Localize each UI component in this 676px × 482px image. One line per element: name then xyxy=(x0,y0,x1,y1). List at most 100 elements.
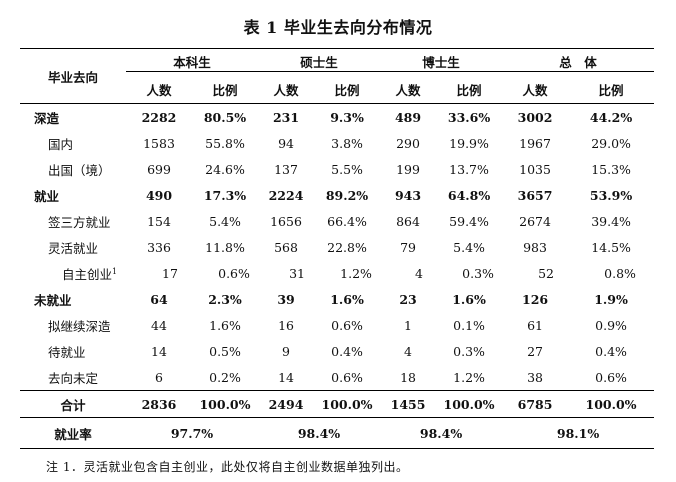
table-cell: 13.7% xyxy=(449,161,489,177)
group-header-overall: 总 体 xyxy=(502,52,655,72)
table-cell: 0.6% xyxy=(595,369,627,385)
table-row: 就业 490 17.3% 2224 89.2% 943 64.8% 3657 53.9% xyxy=(20,182,654,208)
row-label: 灵活就业 xyxy=(20,234,126,260)
row-label: 国内 xyxy=(20,130,126,156)
table-cell: 44 xyxy=(151,317,167,333)
table-cell: 0.3% xyxy=(453,343,485,359)
table-cell: 64 xyxy=(150,291,168,307)
group-header-phd: 博士生 xyxy=(380,52,503,72)
table-cell: 0.4% xyxy=(595,343,627,359)
table-cell: 14 xyxy=(151,343,167,359)
table-cell: 336 xyxy=(147,239,171,255)
rate-undergrad: 97.7% xyxy=(126,417,259,449)
sub-header-ratio: 比例 xyxy=(436,75,503,104)
table-cell: 290 xyxy=(396,135,420,151)
group-header-master: 硕士生 xyxy=(258,52,381,72)
table-cell: 3.8% xyxy=(331,135,363,151)
table-row: 去向未定 6 0.2% 14 0.6% 18 1.2% 38 0.6% xyxy=(20,364,654,391)
table-cell: 17.3% xyxy=(203,187,247,203)
table-cell: 2836 xyxy=(126,390,192,418)
table-cell: 66.4% xyxy=(327,213,367,229)
table-row: 国内 1583 55.8% 94 3.8% 290 19.9% 1967 29.0% xyxy=(20,130,654,156)
table-cell: 699 xyxy=(147,161,171,177)
row-label-text: 国内 xyxy=(48,136,74,152)
table-cell: 5.4% xyxy=(453,239,485,255)
table-row: 深造 2282 80.5% 231 9.3% 489 33.6% 3002 44.2% xyxy=(20,104,654,131)
table-cell: 126 xyxy=(522,291,549,307)
row-label-text: 就业 xyxy=(34,188,60,204)
total-row: 合计 2836 100.0% 2494 100.0% 1455 100.0% 6… xyxy=(20,390,655,418)
table-cell: 44.2% xyxy=(589,109,633,125)
footnote: 注 1．灵活就业包含自主创业，此处仅将自主创业数据单独列出。 xyxy=(46,460,409,474)
rate-phd: 98.4% xyxy=(380,417,503,449)
table-row: 出国（境） 699 24.6% 137 5.5% 199 13.7% 1035 15.3% xyxy=(20,156,654,182)
table-cell: 9.3% xyxy=(330,109,364,125)
row-label: 就业 xyxy=(20,182,126,208)
row-label: 签三方就业 xyxy=(20,208,126,234)
table-cell: 1583 xyxy=(143,135,175,151)
table-cell: 2494 xyxy=(258,390,315,418)
table-cell: 19.9% xyxy=(449,135,489,151)
table-cell: 489 xyxy=(394,109,422,125)
table-cell: 29.0% xyxy=(591,135,631,151)
table-cell: 4 xyxy=(404,343,412,359)
sub-header-count: 人数 xyxy=(258,75,315,104)
table-cell: 1967 xyxy=(519,135,551,151)
row-label: 拟继续深造 xyxy=(20,312,126,338)
row-label-text: 自主创业 xyxy=(62,266,113,282)
row-label: 未就业 xyxy=(20,286,126,312)
table-cell: 2224 xyxy=(268,187,304,203)
table-cell: 1.9% xyxy=(594,291,628,307)
table-cell: 0.6% xyxy=(218,265,250,281)
sub-header-ratio: 比例 xyxy=(314,75,381,104)
row-label-text: 去向未定 xyxy=(48,370,99,386)
table-cell: 89.2% xyxy=(325,187,369,203)
table-cell: 0.9% xyxy=(595,317,627,333)
table-cell: 5.5% xyxy=(331,161,363,177)
table-cell: 39.4% xyxy=(591,213,631,229)
row-header-destination: 毕业去向 xyxy=(20,48,126,104)
table-cell: 1.6% xyxy=(452,291,486,307)
table-cell: 1.2% xyxy=(453,369,485,385)
table-cell: 0.5% xyxy=(209,343,241,359)
table-cell: 2.3% xyxy=(208,291,242,307)
footnote-marker: 1 xyxy=(112,266,118,276)
table-cell: 39 xyxy=(277,291,295,307)
table-cell: 1035 xyxy=(519,161,551,177)
rate-overall: 98.1% xyxy=(502,417,655,449)
table-cell: 15.3% xyxy=(591,161,631,177)
sub-header-ratio: 比例 xyxy=(192,75,259,104)
table-cell: 17 xyxy=(162,265,178,281)
table-cell: 22.8% xyxy=(327,239,367,255)
table-cell: 79 xyxy=(400,239,416,255)
table-cell: 18 xyxy=(400,369,416,385)
table-cell: 6785 xyxy=(502,390,569,418)
table-cell: 11.8% xyxy=(205,239,245,255)
table-cell: 490 xyxy=(145,187,173,203)
table-cell: 1.6% xyxy=(330,291,364,307)
table-cell: 100.0% xyxy=(436,390,503,418)
table-cell: 9 xyxy=(282,343,290,359)
table-cell: 5.4% xyxy=(209,213,241,229)
table-row: 自主创业1 17 0.6% 31 1.2% 4 0.3% 52 0.8% xyxy=(20,260,654,286)
table-cell: 0.3% xyxy=(462,265,494,281)
table-cell: 27 xyxy=(527,343,543,359)
table-cell: 231 xyxy=(272,109,300,125)
table-cell: 943 xyxy=(394,187,422,203)
table-cell: 33.6% xyxy=(447,109,491,125)
table-cell: 4 xyxy=(415,265,423,281)
group-header-undergrad: 本科生 xyxy=(126,52,259,72)
table-row: 签三方就业 154 5.4% 1656 66.4% 864 59.4% 2674 39.4% xyxy=(20,208,654,234)
table-cell: 0.4% xyxy=(331,343,363,359)
row-label-text: 灵活就业 xyxy=(48,240,99,256)
table-row: 拟继续深造 44 1.6% 16 0.6% 1 0.1% 61 0.9% xyxy=(20,312,654,338)
table-cell: 100.0% xyxy=(314,390,381,418)
table-cell: 52 xyxy=(538,265,554,281)
table-cell: 94 xyxy=(278,135,294,151)
employment-rate-row: 就业率 97.7% 98.4% 98.4% 98.1% xyxy=(20,417,655,449)
table-cell: 100.0% xyxy=(568,390,655,418)
table-cell: 55.8% xyxy=(205,135,245,151)
sub-header-count: 人数 xyxy=(502,75,569,104)
table-cell: 100.0% xyxy=(192,390,259,418)
table-cell: 3657 xyxy=(517,187,553,203)
